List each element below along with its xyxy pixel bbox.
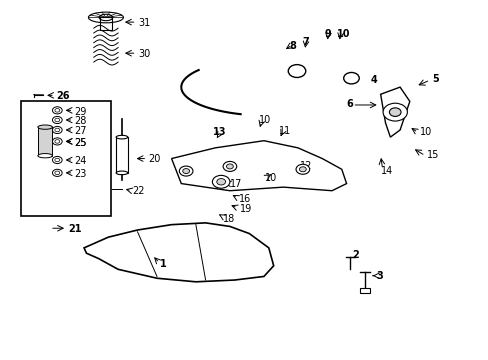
FancyBboxPatch shape	[360, 288, 369, 293]
Text: 10: 10	[259, 115, 271, 125]
Polygon shape	[380, 87, 409, 137]
Text: 11: 11	[278, 126, 290, 136]
Text: 10: 10	[419, 127, 431, 137]
Bar	[21, 102, 111, 216]
Text: 8: 8	[288, 41, 296, 51]
Text: 24: 24	[74, 157, 86, 166]
Text: 19: 19	[239, 204, 251, 214]
Circle shape	[216, 179, 225, 185]
Circle shape	[299, 167, 305, 172]
Text: 7: 7	[302, 37, 309, 47]
FancyBboxPatch shape	[116, 137, 127, 173]
Text: 23: 23	[74, 169, 86, 179]
Ellipse shape	[116, 135, 127, 139]
Polygon shape	[171, 141, 346, 191]
Text: 1: 1	[160, 259, 166, 269]
Text: 26: 26	[56, 91, 70, 101]
Text: 13: 13	[213, 127, 226, 138]
Text: 25: 25	[74, 138, 87, 148]
Circle shape	[382, 103, 407, 121]
Ellipse shape	[38, 154, 52, 158]
Text: 20: 20	[148, 154, 161, 164]
Text: 14: 14	[380, 166, 392, 176]
Circle shape	[179, 166, 193, 176]
Text: 22: 22	[132, 186, 145, 197]
Text: 21: 21	[68, 224, 82, 234]
Circle shape	[343, 72, 359, 84]
Text: 30: 30	[138, 49, 150, 59]
Text: 3: 3	[376, 271, 383, 282]
Circle shape	[287, 64, 305, 77]
Text: 18: 18	[222, 213, 234, 224]
Text: 4: 4	[370, 75, 377, 85]
Text: 10: 10	[336, 28, 350, 39]
Text: 28: 28	[74, 116, 86, 126]
Ellipse shape	[116, 171, 127, 175]
Ellipse shape	[38, 125, 52, 129]
FancyBboxPatch shape	[38, 127, 52, 156]
Text: 5: 5	[431, 74, 438, 84]
Text: 10: 10	[264, 173, 277, 183]
Text: 15: 15	[426, 150, 438, 160]
FancyBboxPatch shape	[100, 18, 112, 30]
Text: 29: 29	[74, 107, 86, 117]
Circle shape	[183, 168, 189, 174]
Text: 6: 6	[346, 99, 353, 109]
Text: 16: 16	[238, 194, 250, 203]
Circle shape	[295, 164, 309, 174]
Text: 12: 12	[300, 161, 312, 171]
Text: 2: 2	[352, 250, 359, 260]
Text: 31: 31	[138, 18, 150, 28]
Text: 25: 25	[74, 138, 87, 148]
Circle shape	[223, 161, 236, 171]
Circle shape	[212, 175, 229, 188]
Text: 27: 27	[74, 126, 87, 136]
Circle shape	[388, 108, 400, 116]
Text: 17: 17	[229, 179, 242, 189]
Polygon shape	[84, 223, 273, 282]
Text: 9: 9	[324, 28, 331, 39]
Circle shape	[226, 164, 233, 169]
